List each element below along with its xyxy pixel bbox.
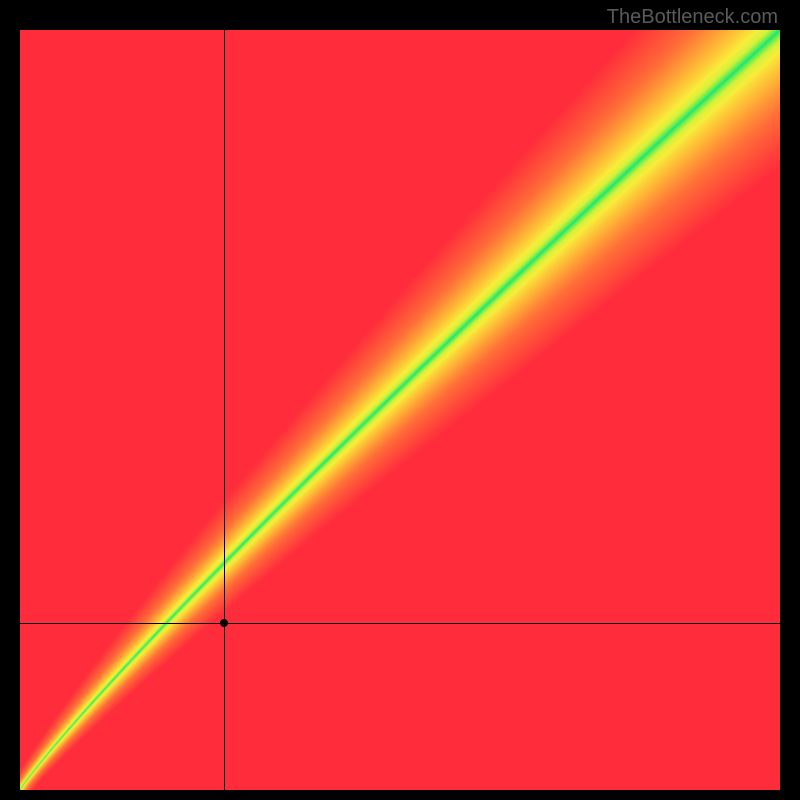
crosshair-vertical bbox=[224, 30, 225, 790]
crosshair-marker bbox=[220, 619, 228, 627]
watermark-text: TheBottleneck.com bbox=[607, 6, 778, 29]
crosshair-horizontal bbox=[20, 623, 780, 624]
heatmap-chart bbox=[20, 30, 780, 790]
heatmap-canvas bbox=[20, 30, 780, 790]
